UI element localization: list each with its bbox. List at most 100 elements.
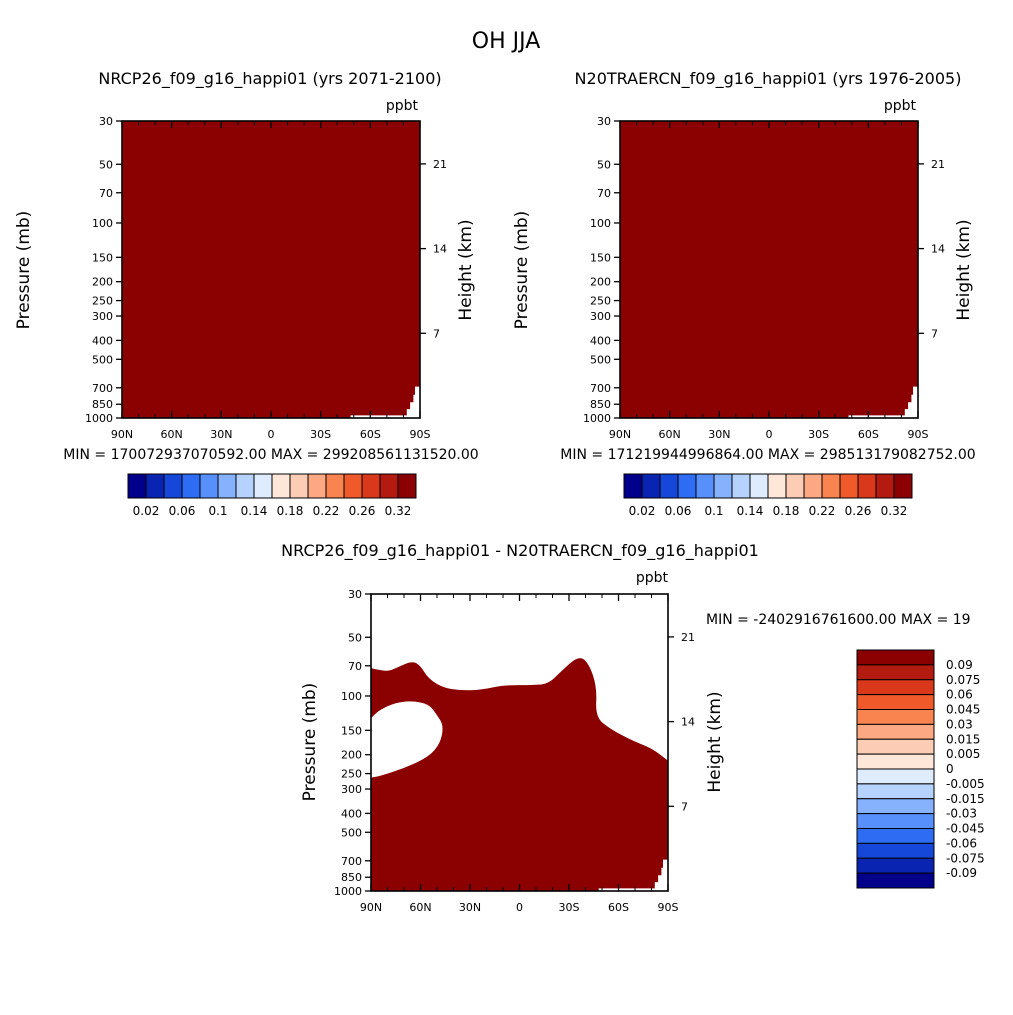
x-tick-label: 90N	[111, 428, 133, 441]
y-tick-label: 70	[99, 187, 113, 200]
colorbar-label: 0.1	[208, 504, 227, 518]
unfilled-region	[371, 701, 443, 778]
colorbar-swatch	[803, 473, 823, 499]
colorbar-swatch	[856, 753, 935, 770]
colorbar-label: -0.09	[946, 866, 977, 880]
colorbar-swatch	[217, 473, 237, 499]
colorbar-swatch	[307, 473, 327, 499]
y-tick-label: 250	[341, 768, 362, 781]
y-tick-label: 1000	[583, 412, 611, 425]
colorbar-label: -0.06	[946, 836, 977, 850]
panel-title: NRCP26_f09_g16_happi01 - N20TRAERCN_f09_…	[281, 541, 759, 561]
y-tick-label: 150	[590, 251, 611, 264]
x-tick-label: 30N	[708, 428, 730, 441]
x-ticks: 90N 60N 30N 0 30S 60S 90S	[360, 594, 679, 914]
colorbar-label: 0.06	[946, 688, 973, 702]
colorbar-swatch	[145, 473, 165, 499]
colorbar-label: 0.02	[133, 504, 160, 518]
y-tick-label: 100	[341, 690, 362, 703]
y-tick-label: 300	[92, 310, 113, 323]
min-max-stats: MIN = 170072937070592.00 MAX = 299208561…	[63, 447, 478, 463]
y-tick-label: 700	[92, 382, 113, 395]
colorbar-label: 0.02	[629, 504, 656, 518]
colorbar-label: 0	[946, 762, 954, 776]
colorbar-swatch	[856, 694, 935, 710]
colorbar-swatch	[343, 473, 363, 499]
colorbar-label: 0.045	[946, 703, 980, 717]
x-tick-label: 30N	[210, 428, 232, 441]
x-tick-label: 60N	[659, 428, 681, 441]
height-tick-label: 7	[681, 800, 688, 813]
colorbar-swatch	[325, 473, 345, 499]
colorbar-label: -0.015	[946, 792, 985, 806]
colorbar-swatch	[397, 473, 417, 499]
x-tick-label: 0	[268, 428, 275, 441]
colorbar-swatch	[235, 473, 255, 499]
y-tick-label: 150	[92, 251, 113, 264]
x-tick-label: 0	[516, 901, 523, 914]
panel-title: NRCP26_f09_g16_happi01 (yrs 2071-2100)	[98, 69, 441, 89]
height-ticks: 21 14 7	[668, 631, 695, 813]
y-tick-label: 400	[92, 334, 113, 347]
x-tick-label: 90S	[908, 428, 929, 441]
x-tick-label: 60N	[409, 901, 431, 914]
y-tick-label: 850	[92, 398, 113, 411]
height-axis-label: Height (km)	[456, 219, 476, 320]
x-tick-label: 0	[766, 428, 773, 441]
x-tick-label: 90S	[410, 428, 431, 441]
y-tick-label: 850	[341, 871, 362, 884]
colorbar-swatch	[821, 473, 841, 499]
y-axis-label: Pressure (mb)	[14, 211, 34, 330]
units-label: ppbt	[636, 570, 669, 586]
colorbar-label: 0.14	[737, 504, 764, 518]
colorbar-swatch	[856, 709, 935, 725]
colorbar-swatch	[713, 473, 733, 499]
colorbar-swatch	[856, 872, 935, 889]
colorbar-swatch	[181, 473, 201, 499]
y-tick-label: 250	[590, 295, 611, 308]
x-tick-label: 30S	[559, 901, 580, 914]
colorbar-swatch	[641, 473, 661, 499]
colorbar-swatch	[163, 473, 183, 499]
colorbar-swatch	[856, 768, 935, 785]
colorbar-label: 0.03	[946, 717, 973, 731]
colorbar-swatch	[856, 723, 935, 740]
height-tick-label: 21	[931, 158, 945, 171]
colorbar-label: 0.18	[277, 504, 304, 518]
y-tick-label: 30	[348, 588, 362, 601]
x-ticks: 90N 60N 30N 0 30S 60S 90S	[609, 121, 929, 441]
x-tick-label: 30S	[808, 428, 829, 441]
height-axis-label: Height (km)	[705, 691, 725, 792]
colorbar-label: 0.015	[946, 732, 980, 746]
x-tick-label: 30S	[310, 428, 331, 441]
height-tick-label: 21	[433, 158, 447, 171]
colorbar-label: 0.09	[946, 658, 973, 672]
colorbar-swatch	[856, 798, 935, 815]
colorbar-label: 0.32	[881, 504, 908, 518]
y-tick-label: 50	[597, 158, 611, 171]
y-tick-label: 500	[590, 353, 611, 366]
colorbar-label: 0.14	[241, 504, 268, 518]
height-tick-label: 14	[931, 243, 945, 256]
colorbar-swatch	[856, 738, 935, 755]
panel-historical: N20TRAERCN_f09_g16_happi01 (yrs 1976-200…	[512, 69, 976, 518]
height-ticks: 21 14 7	[420, 158, 447, 340]
colorbar-label: -0.075	[946, 851, 985, 865]
field-fill	[371, 658, 668, 891]
colorbar-swatch	[856, 649, 935, 666]
y-tick-label: 400	[341, 807, 362, 820]
height-tick-label: 21	[681, 631, 695, 644]
colorbar-swatch	[361, 473, 381, 499]
x-tick-label: 60S	[360, 428, 381, 441]
x-tick-label: 90N	[609, 428, 631, 441]
y-tick-label: 150	[341, 724, 362, 737]
y-tick-label: 850	[590, 398, 611, 411]
height-tick-label: 14	[433, 243, 447, 256]
colorbar-swatch	[253, 473, 273, 499]
colorbar-swatch	[767, 473, 787, 499]
height-tick-label: 7	[433, 327, 440, 340]
colorbar-swatch	[695, 473, 715, 499]
